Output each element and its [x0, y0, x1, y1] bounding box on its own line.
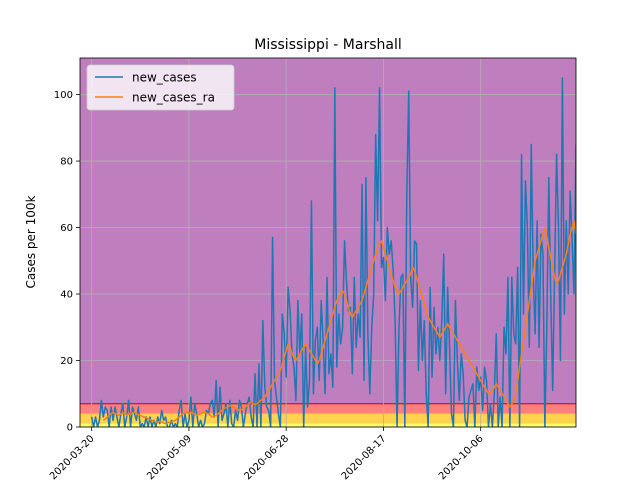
- series-line-new_cases_ra: [102, 220, 576, 425]
- plot-frame: [79, 57, 577, 428]
- risk-band-2: [80, 403, 576, 414]
- y-tick-label: 80: [60, 157, 73, 168]
- y-tick-label: 20: [60, 356, 73, 367]
- series-line-new_cases: [90, 77, 576, 427]
- x-tick-label: 2020-06-28: [242, 433, 291, 480]
- risk-band-1: [80, 413, 576, 424]
- y-tick-label: 0: [67, 423, 73, 434]
- plot-area: 0 20 40 60 80 100 2020-03-20 2020-05-09 2020-06-…: [48, 57, 577, 480]
- x-tick-label: 2020-05-09: [145, 433, 194, 480]
- chart-title: Mississippi - Marshall: [254, 37, 401, 53]
- y-tick-label: 100: [54, 90, 73, 101]
- legend-label-new_cases_ra: new_cases_ra: [132, 91, 215, 105]
- x-tick-label: 2020-03-20: [48, 433, 97, 480]
- legend: new_cases new_cases_ra: [86, 64, 235, 111]
- y-tick-label: 40: [60, 290, 73, 301]
- risk-band-0: [80, 423, 576, 427]
- legend-label-new_cases: new_cases: [132, 71, 197, 85]
- y-axis-label: Cases per 100k: [24, 195, 38, 288]
- legend-box: [86, 64, 235, 111]
- x-tick-label: 2020-10-06: [437, 433, 486, 480]
- x-tick-label: 2020-08-17: [340, 433, 389, 480]
- y-tick-label: 60: [60, 223, 73, 234]
